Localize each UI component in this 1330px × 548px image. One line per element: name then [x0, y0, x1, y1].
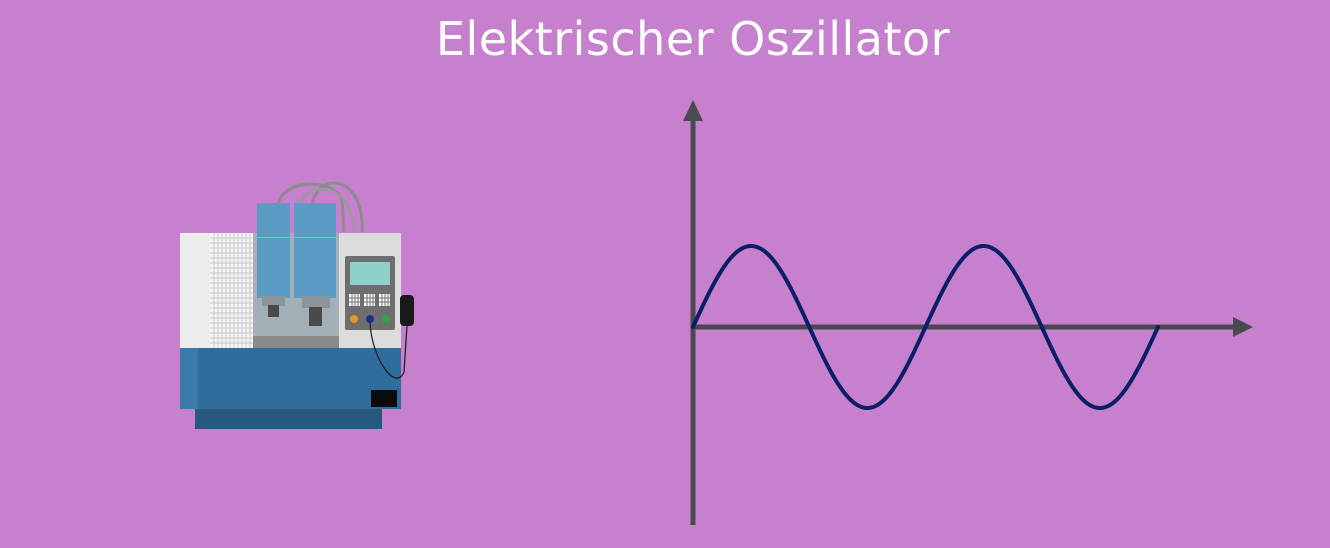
page-title: Elektrischer Oszillator — [435, 12, 951, 66]
oscillator-chart — [683, 100, 1253, 525]
cnc-machine-icon — [180, 181, 414, 429]
y-axis-arrow — [683, 100, 703, 121]
sine-wave-series — [691, 243, 1160, 411]
x-axis-arrow — [1233, 317, 1253, 337]
